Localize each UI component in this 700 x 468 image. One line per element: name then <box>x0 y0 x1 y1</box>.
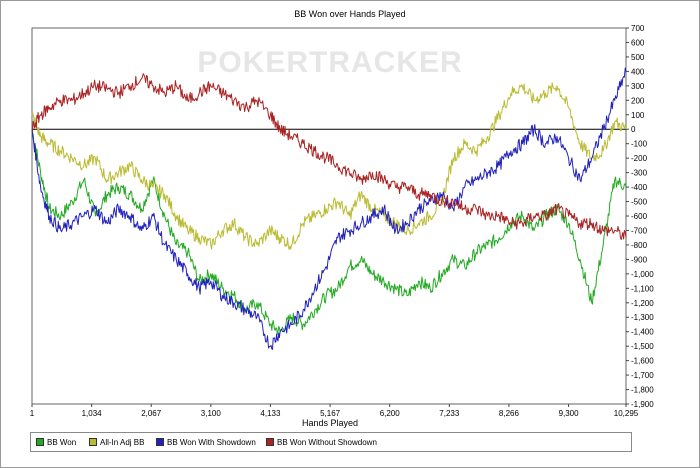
legend-swatch-bb-won-with-showdown <box>156 438 164 446</box>
legend-label-bb-won-without-showdown: BB Won Without Showdown <box>277 437 377 447</box>
y-tick-label: 500 <box>631 53 645 62</box>
watermark: POKERTRACKER <box>197 46 462 79</box>
y-tick-label: -1,000 <box>631 270 654 279</box>
x-tick-label: 8,266 <box>499 409 520 418</box>
y-tick-label: -1,600 <box>631 357 654 366</box>
y-tick-label: -1,900 <box>631 400 654 409</box>
y-tick-label: 0 <box>631 125 636 134</box>
x-axis-label: Hands Played <box>302 418 358 428</box>
y-tick-label: -1,800 <box>631 386 654 395</box>
x-tick-label: 1,034 <box>82 409 103 418</box>
legend-label-all-in-adj-bb: All-In Adj BB <box>100 437 145 447</box>
y-tick-label: 400 <box>631 67 645 76</box>
series-line-all-in-adj-bb <box>31 82 627 251</box>
y-tick-label: -700 <box>631 226 648 235</box>
y-tick-label: -1,400 <box>631 328 654 337</box>
y-tick-label: 600 <box>631 38 645 47</box>
chart-title: BB Won over Hands Played <box>294 9 405 19</box>
y-tick-label: -1,100 <box>631 284 654 293</box>
y-tick-label: -600 <box>631 212 648 221</box>
series-line-bb-won-with-showdown <box>31 67 627 350</box>
y-tick-label: -500 <box>631 198 648 207</box>
legend-item-all-in-adj-bb: All-In Adj BB <box>89 436 144 448</box>
legend-swatch-all-in-adj-bb <box>89 438 97 446</box>
legend-item-bb-won-without-showdown: BB Won Without Showdown <box>266 436 377 448</box>
y-tick-label: -300 <box>631 169 648 178</box>
x-tick-label: 6,200 <box>380 409 401 418</box>
y-tick-label: -100 <box>631 140 648 149</box>
y-tick-label: -1,300 <box>631 313 654 322</box>
x-tick-label: 10,295 <box>614 409 639 418</box>
x-tick-label: 1 <box>30 409 35 418</box>
y-tick-label: -1,200 <box>631 299 654 308</box>
series-line-bb-won-without-showdown <box>31 73 627 241</box>
legend: BB Won All-In Adj BB BB Won With Showdow… <box>30 432 632 452</box>
y-tick-label: -400 <box>631 183 648 192</box>
y-tick-label: -900 <box>631 255 648 264</box>
legend-label-bb-won-with-showdown: BB Won With Showdown <box>167 437 256 447</box>
x-tick-label: 9,300 <box>559 409 580 418</box>
y-tick-label: 700 <box>631 24 645 33</box>
legend-swatch-bb-won-without-showdown <box>266 438 274 446</box>
legend-swatch-bb-won <box>36 438 44 446</box>
y-tick-label: -200 <box>631 154 648 163</box>
y-tick-label: -1,500 <box>631 342 654 351</box>
x-tick-label: 2,067 <box>141 409 162 418</box>
legend-item-bb-won: BB Won <box>36 436 76 448</box>
y-tick-label: -800 <box>631 241 648 250</box>
x-tick-label: 5,167 <box>320 409 341 418</box>
x-tick-label: 3,100 <box>201 409 222 418</box>
legend-item-bb-won-with-showdown: BB Won With Showdown <box>156 436 256 448</box>
series-line-bb-won <box>31 129 627 335</box>
y-tick-label: -1,700 <box>631 371 654 380</box>
y-tick-label: 200 <box>631 96 645 105</box>
y-tick-label: 100 <box>631 111 645 120</box>
legend-label-bb-won: BB Won <box>47 437 77 447</box>
x-tick-label: 7,233 <box>439 409 460 418</box>
y-tick-label: 300 <box>631 82 645 91</box>
x-tick-label: 4,133 <box>260 409 281 418</box>
